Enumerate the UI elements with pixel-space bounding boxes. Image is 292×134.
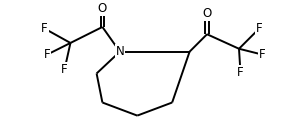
Text: F: F: [259, 48, 265, 61]
Text: N: N: [115, 45, 124, 58]
Text: F: F: [41, 22, 48, 35]
Text: F: F: [256, 22, 263, 35]
Text: F: F: [237, 66, 244, 79]
Text: F: F: [61, 63, 68, 76]
Text: F: F: [44, 48, 51, 61]
Text: O: O: [202, 7, 212, 20]
Text: O: O: [98, 2, 107, 15]
